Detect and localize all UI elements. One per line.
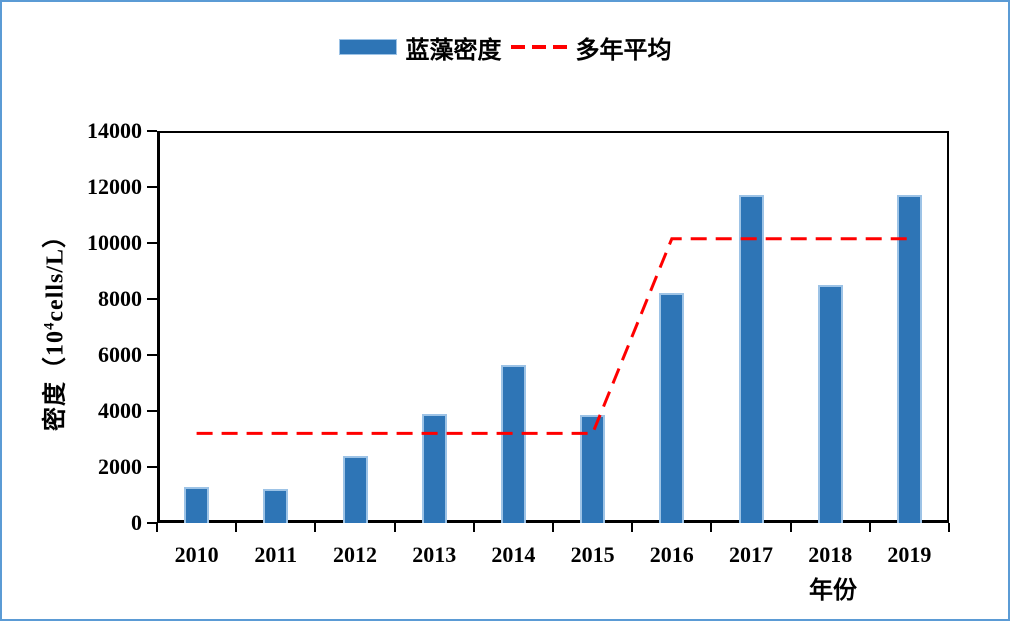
bar-2012 <box>342 455 368 523</box>
legend-dash-swatch <box>510 45 567 49</box>
x-axis-title: 年份 <box>809 578 857 604</box>
y-axis-tick <box>147 354 157 356</box>
y-axis-tick-label: 0 <box>131 510 142 535</box>
y-axis-title-superscript: 4 <box>41 321 58 331</box>
x-axis-tick-label: 2017 <box>728 542 773 567</box>
y-axis-tick-label: 4000 <box>98 398 142 423</box>
x-axis-tick <box>948 523 950 532</box>
y-axis-tick <box>147 466 157 468</box>
y-axis-tick-label: 14000 <box>87 118 142 143</box>
x-axis-tick-label: 2018 <box>808 542 853 567</box>
y-axis-tick-label: 12000 <box>87 174 142 199</box>
y-axis-tick-label: 6000 <box>98 342 142 367</box>
x-axis-tick <box>156 523 158 532</box>
legend-label-bar-series: 蓝藻密度 <box>405 37 502 64</box>
legend-label-line-series: 多年平均 <box>575 37 672 64</box>
x-axis-tick-label: 2015 <box>570 542 615 567</box>
y-axis-tick <box>147 242 157 244</box>
x-axis-tick <box>631 523 634 532</box>
x-axis-tick-label: 2019 <box>887 542 932 567</box>
x-axis-tick-label: 2014 <box>491 542 536 567</box>
plot-frame <box>157 131 949 523</box>
bar-2013 <box>421 413 447 523</box>
bar-2016 <box>659 293 685 523</box>
x-axis-tick <box>552 523 554 532</box>
x-axis-tick <box>789 523 792 532</box>
y-axis-tick-label: 8000 <box>98 286 142 311</box>
y-axis-tick-label: 10000 <box>87 230 142 255</box>
y-axis-tick <box>147 522 157 524</box>
x-axis-tick <box>868 523 871 532</box>
x-axis-tick <box>393 523 396 532</box>
bar-2015 <box>580 415 606 523</box>
x-axis-tick-label: 2013 <box>412 542 457 567</box>
bar-2019 <box>896 195 922 523</box>
y-axis-tick <box>147 298 157 300</box>
y-axis-tick <box>147 186 157 188</box>
y-axis-tick-label: 2000 <box>98 454 142 479</box>
y-axis-tick <box>147 410 157 412</box>
x-axis-tick <box>314 523 317 532</box>
x-axis-tick-label: 2012 <box>332 542 377 567</box>
bar-2017 <box>738 195 764 523</box>
bar-2018 <box>817 285 843 523</box>
x-axis-tick-label: 2010 <box>174 542 219 567</box>
bar-2010 <box>184 486 210 523</box>
x-axis-tick <box>472 523 475 532</box>
bar-2014 <box>500 364 526 523</box>
chart-legend: 蓝藻密度 多年平均 <box>2 30 1008 64</box>
bar-2011 <box>263 489 289 523</box>
y-axis-tick <box>147 130 157 132</box>
x-axis-tick <box>710 523 713 532</box>
x-axis-tick-label: 2011 <box>254 542 298 567</box>
legend-bar-swatch <box>338 39 397 55</box>
x-axis-tick-label: 2016 <box>649 542 694 567</box>
x-axis-tick <box>235 523 238 532</box>
